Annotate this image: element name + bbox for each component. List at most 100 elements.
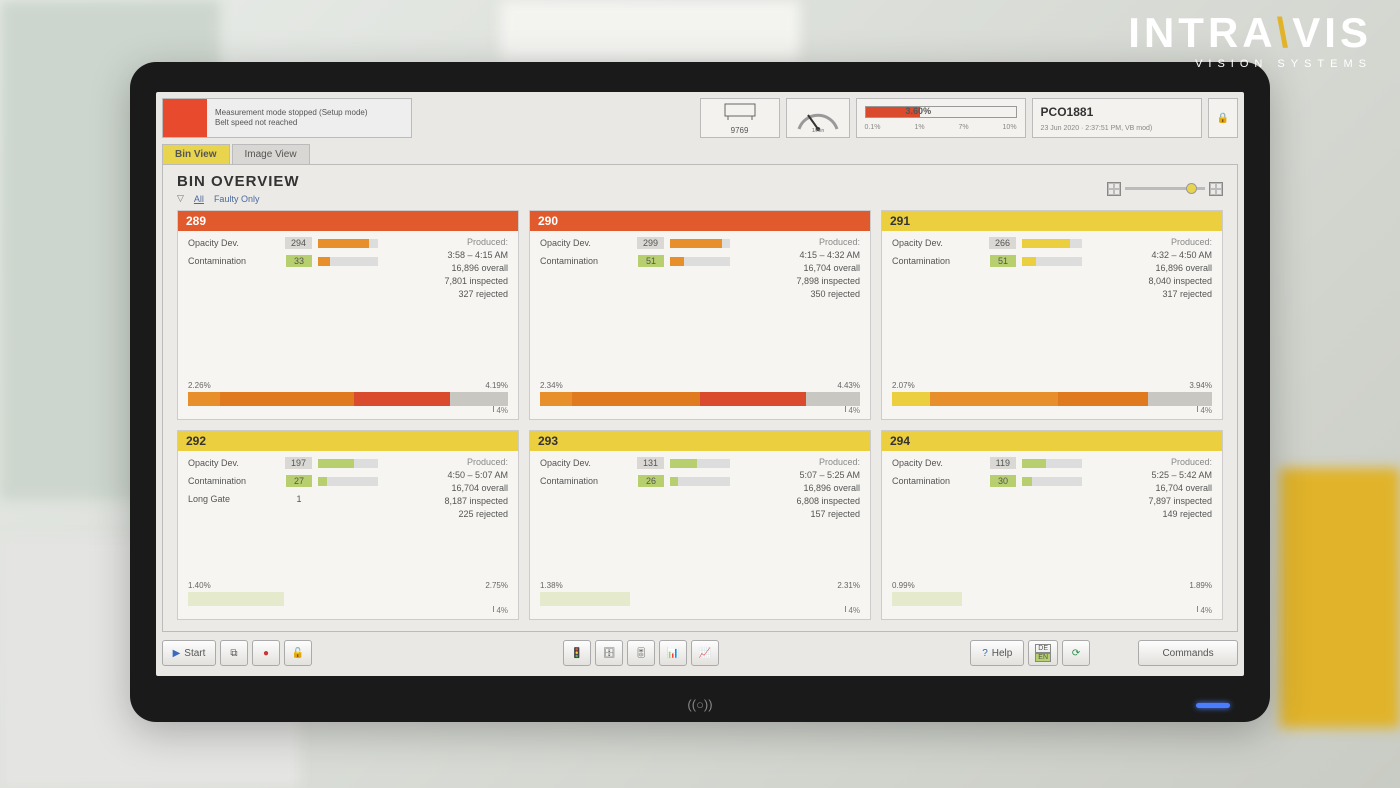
app-screen: Measurement mode stopped (Setup mode) Be… [156, 92, 1244, 676]
bin-card-294[interactable]: 294Opacity Dev.119Contamination30Produce… [881, 430, 1223, 620]
metric-label: Contamination [892, 256, 984, 266]
bin-header: 289 [178, 211, 518, 231]
metric-label: Opacity Dev. [188, 238, 279, 248]
metric-value: 197 [285, 457, 312, 469]
grid-small-icon [1107, 182, 1121, 196]
lock-button[interactable]: 🔒 [1208, 98, 1238, 138]
help-button[interactable]: ?Help [970, 640, 1024, 666]
database-icon: 🗄 [603, 648, 616, 659]
brand-logo: INTRA\VIS VISION SYSTEMS [1128, 12, 1372, 70]
metric-label: Contamination [540, 476, 632, 486]
bin-card-291[interactable]: 291Opacity Dev.266Contamination51Produce… [881, 210, 1223, 420]
metric-label: Opacity Dev. [892, 458, 984, 468]
funnel-icon[interactable]: ▽ [177, 193, 184, 204]
metric-minibar [1022, 239, 1082, 248]
refresh-icon: ⟳ [1072, 648, 1080, 659]
bin-header: 293 [530, 431, 870, 451]
metric-row: Opacity Dev.131 [540, 457, 730, 469]
metric-row: Contamination30 [892, 475, 1082, 487]
produced-block: Produced: 3:58 – 4:15 AM 16,896 overall … [388, 237, 508, 375]
refresh-button[interactable]: ⟳ [1062, 640, 1090, 666]
metric-value: 30 [990, 475, 1016, 487]
metric-value: 299 [637, 237, 664, 249]
metric-label: Opacity Dev. [540, 458, 631, 468]
reject-rate-box: 3.60% 0.1% 1% 7% 10% [856, 98, 1026, 138]
sliders-button[interactable]: 🎚 [627, 640, 655, 666]
status-message: Measurement mode stopped (Setup mode) Be… [162, 98, 412, 138]
metric-value: 294 [285, 237, 312, 249]
metric-row: Contamination27 [188, 475, 378, 487]
threshold-label: 4% [540, 406, 860, 415]
histogram-button[interactable]: 📊 [659, 640, 687, 666]
language-button[interactable]: DEEN [1028, 640, 1058, 666]
threshold-label: 4% [540, 606, 860, 615]
metric-row: Opacity Dev.119 [892, 457, 1082, 469]
bin-card-293[interactable]: 293Opacity Dev.131Contamination26Produce… [529, 430, 871, 620]
stop-button[interactable]: ● [252, 640, 280, 666]
zoom-knob[interactable] [1186, 183, 1197, 194]
threshold-label: 4% [188, 606, 508, 615]
unlock-icon: 🔓 [292, 648, 304, 659]
product-info-box: PCO1881 23 Jun 2020 · 2:37:51 PM, VB mod… [1032, 98, 1202, 138]
db-button[interactable]: 🗄 [595, 640, 623, 666]
pct-labels: 1.38%2.31% [540, 581, 860, 590]
bottom-toolbar: ▶Start ⧉ ● 🔓 🚦 🗄 🎚 📊 📈 ?Help DEEN ⟳ Comm… [162, 636, 1238, 670]
metric-minibar [670, 459, 730, 468]
commands-button[interactable]: Commands [1138, 640, 1238, 666]
metric-row: Long Gate1 [188, 493, 378, 505]
monitor-shell: Measurement mode stopped (Setup mode) Be… [130, 62, 1270, 722]
filter-all[interactable]: All [194, 194, 204, 204]
threshold-label: 4% [892, 406, 1212, 415]
tab-bin-view[interactable]: Bin View [162, 144, 230, 164]
bin-card-292[interactable]: 292 Opacity Dev.197 Contamination27 Long Ga… [177, 430, 519, 620]
metric-minibar [670, 257, 730, 266]
start-button[interactable]: ▶Start [162, 640, 216, 666]
chart-icon: 📈 [699, 648, 711, 659]
lock-icon: 🔒 [1217, 113, 1229, 124]
metric-row: Contamination33 [188, 255, 378, 267]
metric-minibar [1022, 459, 1082, 468]
main-panel: BIN OVERVIEW ▽ All Faulty Only 289 Opacit… [162, 164, 1238, 632]
metric-value: 266 [989, 237, 1016, 249]
produced-block: Produced: 4:50 – 5:07 AM 16,704 overall … [388, 457, 508, 575]
zoom-slider[interactable] [1107, 182, 1223, 196]
filter-faulty[interactable]: Faulty Only [214, 194, 260, 204]
pct-labels: 1.40%2.75% [188, 581, 508, 590]
pct-labels: 0.99%1.89% [892, 581, 1212, 590]
metric-row: Opacity Dev.197 [188, 457, 378, 469]
traffic-icon: 🚦 [571, 648, 583, 659]
panel-title: BIN OVERVIEW [177, 173, 300, 190]
bin-header: 290 [530, 211, 870, 231]
metric-minibar [318, 239, 378, 248]
tab-image-view[interactable]: Image View [232, 144, 310, 164]
metric-row: Contamination51 [892, 255, 1082, 267]
metric-label: Contamination [540, 256, 632, 266]
progress-bar [188, 392, 508, 406]
product-id: PCO1881 [1041, 105, 1094, 119]
progress-bar [892, 592, 1212, 606]
metric-minibar [318, 477, 378, 486]
bin-header: 294 [882, 431, 1222, 451]
threshold-label: 4% [892, 606, 1212, 615]
produced-block: Produced: 4:32 – 4:50 AM 16,896 overall … [1092, 237, 1212, 375]
reject-rate-bar: 3.60% [865, 106, 1017, 118]
status-bar: Measurement mode stopped (Setup mode) Be… [162, 98, 1238, 138]
metric-row: Contamination26 [540, 475, 730, 487]
metric-minibar [1022, 477, 1082, 486]
reject-rate-value: 3.60% [906, 106, 932, 116]
metric-minibar [318, 459, 378, 468]
traffic-button[interactable]: 🚦 [563, 640, 591, 666]
bin-header: 292 [178, 431, 518, 451]
unlock-button[interactable]: 🔓 [284, 640, 312, 666]
metric-value: 1 [286, 493, 312, 505]
bin-card-289[interactable]: 289 Opacity Dev. 294 Contamination33 Produce… [177, 210, 519, 420]
progress-bar [892, 392, 1212, 406]
progress-bar [188, 592, 508, 606]
metric-value: 33 [286, 255, 312, 267]
pct-labels: 2.34%4.43% [540, 381, 860, 390]
bin-card-290[interactable]: 290Opacity Dev.299Contamination51Produce… [529, 210, 871, 420]
monitor-led [1196, 703, 1230, 708]
metric-row: Opacity Dev.266 [892, 237, 1082, 249]
chart-button[interactable]: 📈 [691, 640, 719, 666]
copy-button[interactable]: ⧉ [220, 640, 248, 666]
